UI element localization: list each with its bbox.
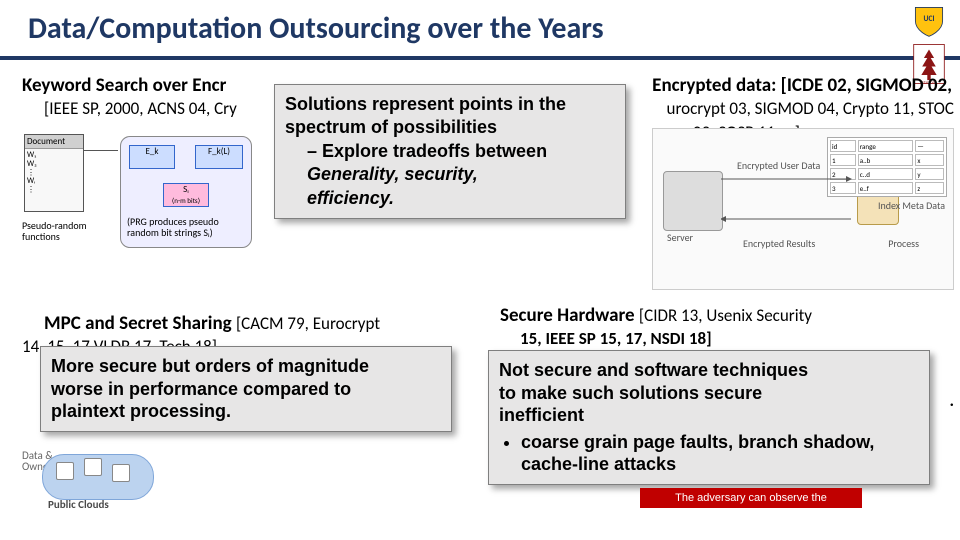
section3-tail: . [949,390,954,411]
ov2-l2: worse in performance compared to [51,378,441,401]
document-icon: Document W₁W₂⋮Wᵢ⋮ [24,134,84,212]
section1-refs-right: urocrypt 03, SIGMOD 04, Crypto 11, STOC [667,98,954,119]
ov1-l5: efficiency. [307,187,615,210]
ov2-l1: More secure but orders of magnitude [51,355,441,378]
cloud-service-icon [112,464,130,482]
ov3-l1: Not secure and software techniques [499,359,919,382]
prg-label: (PRG produces pseudo random bit strings … [127,217,245,238]
title-underline [0,56,960,60]
overlay-secure-hw: Not secure and software techniques to ma… [488,350,930,485]
ov1-l1: Solutions represent points in the [285,93,615,116]
section1-left-heading: Keyword Search over Encr [22,74,226,97]
overlay-tradeoffs: Solutions represent points in the spectr… [274,84,626,219]
slide-title: Data/Computation Outsourcing over the Ye… [28,10,604,47]
section3-heading: Secure Hardware [CIDR 13, Usenix Securit… [500,304,812,327]
crypto-box: E_k F_k(L) Sᵢ⟨n-m bits⟩ (PRG produces ps… [120,136,252,248]
adversary-callout: The adversary can observe the [640,488,862,508]
section1-right-heading: Encrypted data: [ICDE 02, SIGMOD 02, [652,74,952,97]
overlay-mpc: More secure but orders of magnitude wors… [40,346,452,432]
doc-header: Document [25,135,83,149]
slide: Data/Computation Outsourcing over the Ye… [0,0,960,540]
section3-refs: [CIDR 13, Usenix Security [639,305,812,326]
keyword-search-diagram: Document W₁W₂⋮Wᵢ⋮ E_k F_k(L) Sᵢ⟨n-m bits… [22,130,282,290]
server-icon [663,171,723,231]
section2-refs: [CACM 79, Eurocrypt [236,313,380,334]
encrypted-data-diagram: Server idrange—1a..bx2c..dy3e..fz Index … [652,128,954,290]
ov1-l4: Generality, security, [307,163,615,186]
section2-heading: MPC and Secret Sharing [CACM 79, Eurocry… [44,312,380,335]
uci-shield-icon: UCI [912,4,946,38]
section1-refs-left: [IEEE SP, 2000, ACNS 04, Cry [44,98,237,119]
ov3-bullet: coarse grain page faults, branch shadow,… [521,431,919,476]
process-label: Process [888,237,919,250]
cloud-service-icon [56,462,74,480]
s-node: Sᵢ⟨n-m bits⟩ [163,183,209,207]
enc-node: E_k [129,145,175,169]
fk-node: F_k(L) [195,145,243,169]
ov3-l3: inefficient [499,404,919,427]
flow-arrows-icon [721,169,861,239]
svg-text:UCI: UCI [923,15,934,24]
public-clouds-graphic: Public Clouds [42,440,162,510]
ov1-l3: – Explore tradeoffs between [307,140,615,163]
section3-refs2: 15, IEEE SP 15, 17, NSDI 18] [520,328,712,349]
cloud-service-icon [84,458,102,476]
metadata-label: Index Meta Data [878,199,945,212]
ov3-l2: to make such solutions secure [499,382,919,405]
arrow-icon [84,150,118,151]
prf-label: Pseudo-random functions [22,220,102,242]
clouds-caption: Public Clouds [48,498,109,511]
ov2-l3: plaintext processing. [51,400,441,423]
ov1-l2: spectrum of possibilities [285,116,615,139]
server-label: Server [667,231,693,244]
